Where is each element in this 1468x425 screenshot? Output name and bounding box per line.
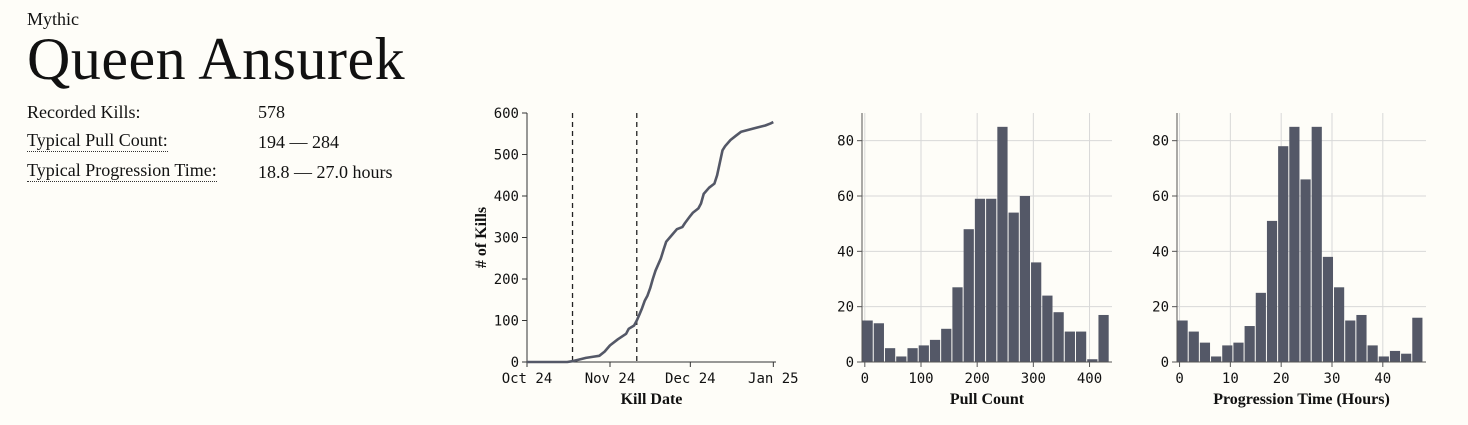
histogram-bar: [1334, 287, 1345, 362]
histogram-bar: [1211, 356, 1222, 362]
histogram-bar: [1356, 314, 1367, 362]
histogram-bar: [986, 198, 997, 362]
histogram-bar: [941, 328, 952, 362]
stat-label-tooltip[interactable]: Typical Pull Count:: [27, 130, 168, 152]
kills-over-time-chart: 0 100 200 300 400 500 600 Oct 24 Nov 24 Dec 24 Jan…: [473, 106, 799, 408]
x-tick-label: Oct 24: [502, 371, 553, 387]
histogram-bar: [1188, 331, 1199, 362]
x-axis-title: Pull Count: [950, 391, 1025, 408]
histogram-bar: [1322, 256, 1334, 362]
histogram-bar: [1031, 262, 1042, 362]
histogram-bar: [997, 126, 1008, 362]
histogram-bar: [1345, 320, 1356, 362]
histogram-bar: [1075, 331, 1087, 362]
x-tick-label: 0: [861, 371, 869, 387]
histogram-bar: [1278, 146, 1289, 362]
histogram-bar: [1289, 126, 1300, 362]
boss-name: Queen Ansurek: [27, 26, 406, 92]
stat-label-tooltip[interactable]: Typical Progression Time:: [27, 160, 217, 182]
histogram-bar: [1008, 212, 1019, 362]
y-tick-label: 300: [494, 231, 519, 247]
histogram-bar: [1389, 350, 1401, 362]
histogram-bar: [1378, 356, 1389, 362]
histogram-bar: [1266, 220, 1278, 362]
histogram-bar: [1199, 342, 1211, 362]
y-tick-label: 400: [494, 189, 519, 205]
histogram-bar: [1064, 331, 1075, 362]
x-tick-label: Nov 24: [585, 371, 636, 387]
histogram-bar: [1087, 359, 1098, 362]
y-tick-label: 40: [1152, 244, 1169, 260]
progression-time-histogram: 0 20 40 60 80 0 10 20 30 40 Progression Time (Hour…: [1152, 113, 1426, 408]
histogram-bar: [1177, 320, 1188, 362]
histogram-bar: [1222, 345, 1233, 362]
histogram-bar: [896, 356, 907, 362]
y-tick-label: 600: [494, 106, 519, 122]
x-tick-label: Jan 25: [748, 371, 799, 387]
y-tick-label: 80: [1152, 134, 1169, 150]
x-tick-label: 40: [1374, 371, 1391, 387]
x-tick-label: 20: [1273, 371, 1290, 387]
y-tick-label: 500: [494, 148, 519, 164]
stat-value: 18.8 — 27.0 hours: [258, 162, 393, 182]
y-tick-label: 60: [837, 189, 854, 205]
y-tick-label: 40: [837, 244, 854, 260]
x-tick-label: 300: [1021, 371, 1046, 387]
y-tick-label: 200: [494, 272, 519, 288]
stat-value: 578: [258, 102, 285, 122]
x-tick-label: 100: [908, 371, 933, 387]
histogram-bar: [862, 320, 873, 362]
histogram-bar: [1367, 345, 1378, 362]
histogram-bar: [1233, 342, 1244, 362]
y-tick-label: 0: [846, 355, 854, 371]
histogram-bar: [907, 348, 918, 362]
x-tick-label: 0: [1175, 371, 1183, 387]
difficulty-label: Mythic: [27, 9, 79, 29]
histogram-bar: [952, 287, 963, 362]
kills-series-line: [527, 120, 774, 364]
y-tick-label: 60: [1152, 189, 1169, 205]
x-axis-title: Progression Time (Hours): [1213, 391, 1390, 408]
y-tick-label: 20: [1152, 300, 1169, 316]
histogram-bar: [963, 229, 974, 362]
histogram-bar: [1300, 179, 1311, 362]
histogram-bar: [1098, 314, 1109, 362]
histogram-bar: [1019, 196, 1031, 362]
y-tick-label: 100: [494, 314, 519, 330]
histogram-bar: [1255, 292, 1266, 362]
x-tick-label: 10: [1222, 371, 1239, 387]
x-tick-label: 30: [1324, 371, 1341, 387]
y-tick-label: 0: [511, 355, 519, 371]
y-tick-label: 0: [1161, 355, 1169, 371]
x-tick-label: 400: [1077, 371, 1102, 387]
histogram-bar: [1244, 326, 1255, 362]
histogram-bar: [884, 348, 896, 362]
stat-value: 194 — 284: [258, 132, 339, 152]
pull-count-histogram: 0 20 40 60 80 0 100 200 300 400 Pull Count: [837, 113, 1112, 408]
x-axis-title: Kill Date: [621, 391, 683, 408]
histogram-bar: [1042, 295, 1053, 362]
x-tick-label: 200: [965, 371, 990, 387]
histogram-bar: [929, 339, 941, 362]
histogram-bar: [1412, 317, 1423, 362]
x-tick-label: Dec 24: [665, 371, 716, 387]
boss-header: Mythic Queen Ansurek: [27, 8, 406, 92]
histogram-bar: [918, 345, 929, 362]
histogram-bar: [873, 323, 884, 362]
stat-label: Recorded Kills:: [27, 102, 141, 122]
histogram-bar: [974, 198, 986, 362]
y-tick-label: 20: [837, 300, 854, 316]
histogram-bar: [1401, 353, 1412, 362]
histogram-bar: [1311, 126, 1322, 362]
y-tick-label: 80: [837, 134, 854, 150]
y-axis-title: # of Kills: [473, 207, 490, 268]
histogram-bar: [1053, 312, 1064, 362]
